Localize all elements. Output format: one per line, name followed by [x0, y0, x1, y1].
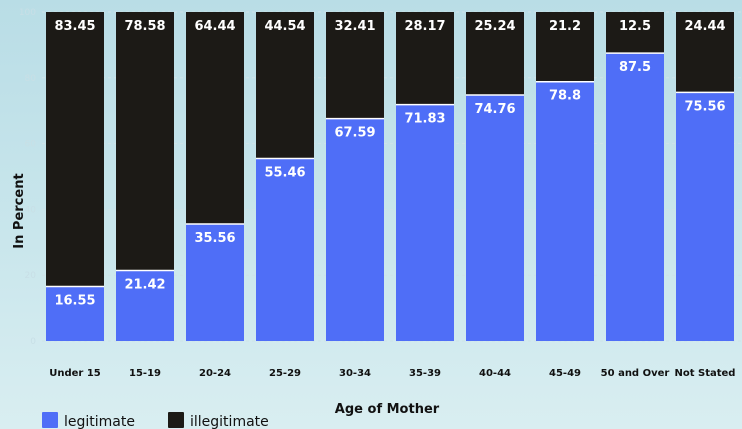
bar-legitimate — [536, 81, 594, 342]
value-label-illegitimate: 83.45 — [54, 19, 95, 34]
y-tick-label: 100 — [19, 8, 36, 18]
bar-illegitimate — [396, 12, 454, 105]
category-labels: Under 15 15-19 20-24 25-29 30-34 35-39 40-44 45… — [49, 368, 735, 379]
x-axis-title: Age of Mother — [335, 402, 440, 417]
category-label: 25-29 — [269, 368, 301, 379]
value-label-legitimate: 21.42 — [124, 278, 165, 293]
value-label-illegitimate: 12.5 — [619, 19, 651, 34]
value-label-illegitimate: 25.24 — [474, 19, 515, 34]
value-label-illegitimate: 44.54 — [264, 19, 305, 34]
bar-illegitimate — [116, 12, 174, 271]
bar-illegitimate — [186, 12, 244, 225]
bar-illegitimate — [466, 12, 524, 96]
category-label: 50 and Over — [601, 368, 670, 379]
legend-label-legitimate: legitimate — [64, 414, 135, 429]
bar-legitimate — [46, 286, 104, 341]
value-label-illegitimate: 32.41 — [334, 19, 375, 34]
legend: legitimate illegitimate — [42, 412, 269, 429]
y-axis-title: In Percent — [12, 173, 27, 248]
value-label-legitimate: 74.76 — [474, 102, 515, 117]
bar-illegitimate — [606, 12, 664, 54]
value-label-illegitimate: 21.2 — [549, 19, 581, 34]
value-label-legitimate: 67.59 — [334, 126, 375, 141]
bar-legitimate — [606, 53, 664, 341]
value-label-legitimate: 75.56 — [684, 99, 725, 114]
y-tick-label: 60 — [25, 140, 37, 150]
bar-legitimate — [116, 270, 174, 341]
value-label-legitimate: 35.56 — [194, 231, 235, 246]
bar-illegitimate — [676, 12, 734, 93]
value-label-illegitimate: 28.17 — [404, 19, 445, 34]
legend-label-illegitimate: illegitimate — [190, 414, 269, 429]
bar-illegitimate — [46, 12, 104, 287]
legend-swatch-legitimate — [42, 412, 58, 428]
bar-illegitimate — [256, 12, 314, 159]
bar-legitimate — [256, 158, 314, 341]
bar-legitimate — [676, 92, 734, 342]
category-label: 45-49 — [549, 368, 581, 379]
y-tick-label: 80 — [25, 74, 37, 84]
y-tick-labels: 0 20 40 60 80 100 — [19, 8, 36, 347]
bar-legitimate — [396, 104, 454, 342]
value-labels: 16.55 83.45 21.42 78.58 35.56 64.44 55.46 44.54… — [54, 19, 725, 309]
category-label: Under 15 — [49, 368, 101, 379]
value-label-legitimate: 87.5 — [619, 60, 651, 75]
category-label: 15-19 — [129, 368, 161, 379]
value-label-illegitimate: 64.44 — [194, 19, 235, 34]
category-label: 40-44 — [479, 368, 511, 379]
bar-illegitimate — [536, 12, 594, 82]
bar-illegitimate — [326, 12, 384, 119]
category-label: Not Stated — [675, 368, 736, 379]
value-label-illegitimate: 24.44 — [684, 19, 725, 34]
bar-legitimate — [326, 118, 384, 341]
bar-legitimate — [466, 95, 524, 341]
category-label: 20-24 — [199, 368, 231, 379]
y-tick-label: 0 — [30, 337, 36, 347]
value-label-legitimate: 55.46 — [264, 166, 305, 181]
y-tick-label: 20 — [25, 271, 37, 281]
value-label-legitimate: 78.8 — [549, 89, 581, 104]
value-label-legitimate: 16.55 — [54, 294, 95, 309]
y-tick-label: 40 — [25, 205, 37, 215]
category-label: 35-39 — [409, 368, 441, 379]
bar-legitimate — [186, 224, 244, 341]
bar-layer — [46, 12, 734, 342]
category-label: 30-34 — [339, 368, 371, 379]
legend-swatch-illegitimate — [168, 412, 184, 428]
value-label-legitimate: 71.83 — [404, 112, 445, 127]
value-label-illegitimate: 78.58 — [124, 19, 165, 34]
